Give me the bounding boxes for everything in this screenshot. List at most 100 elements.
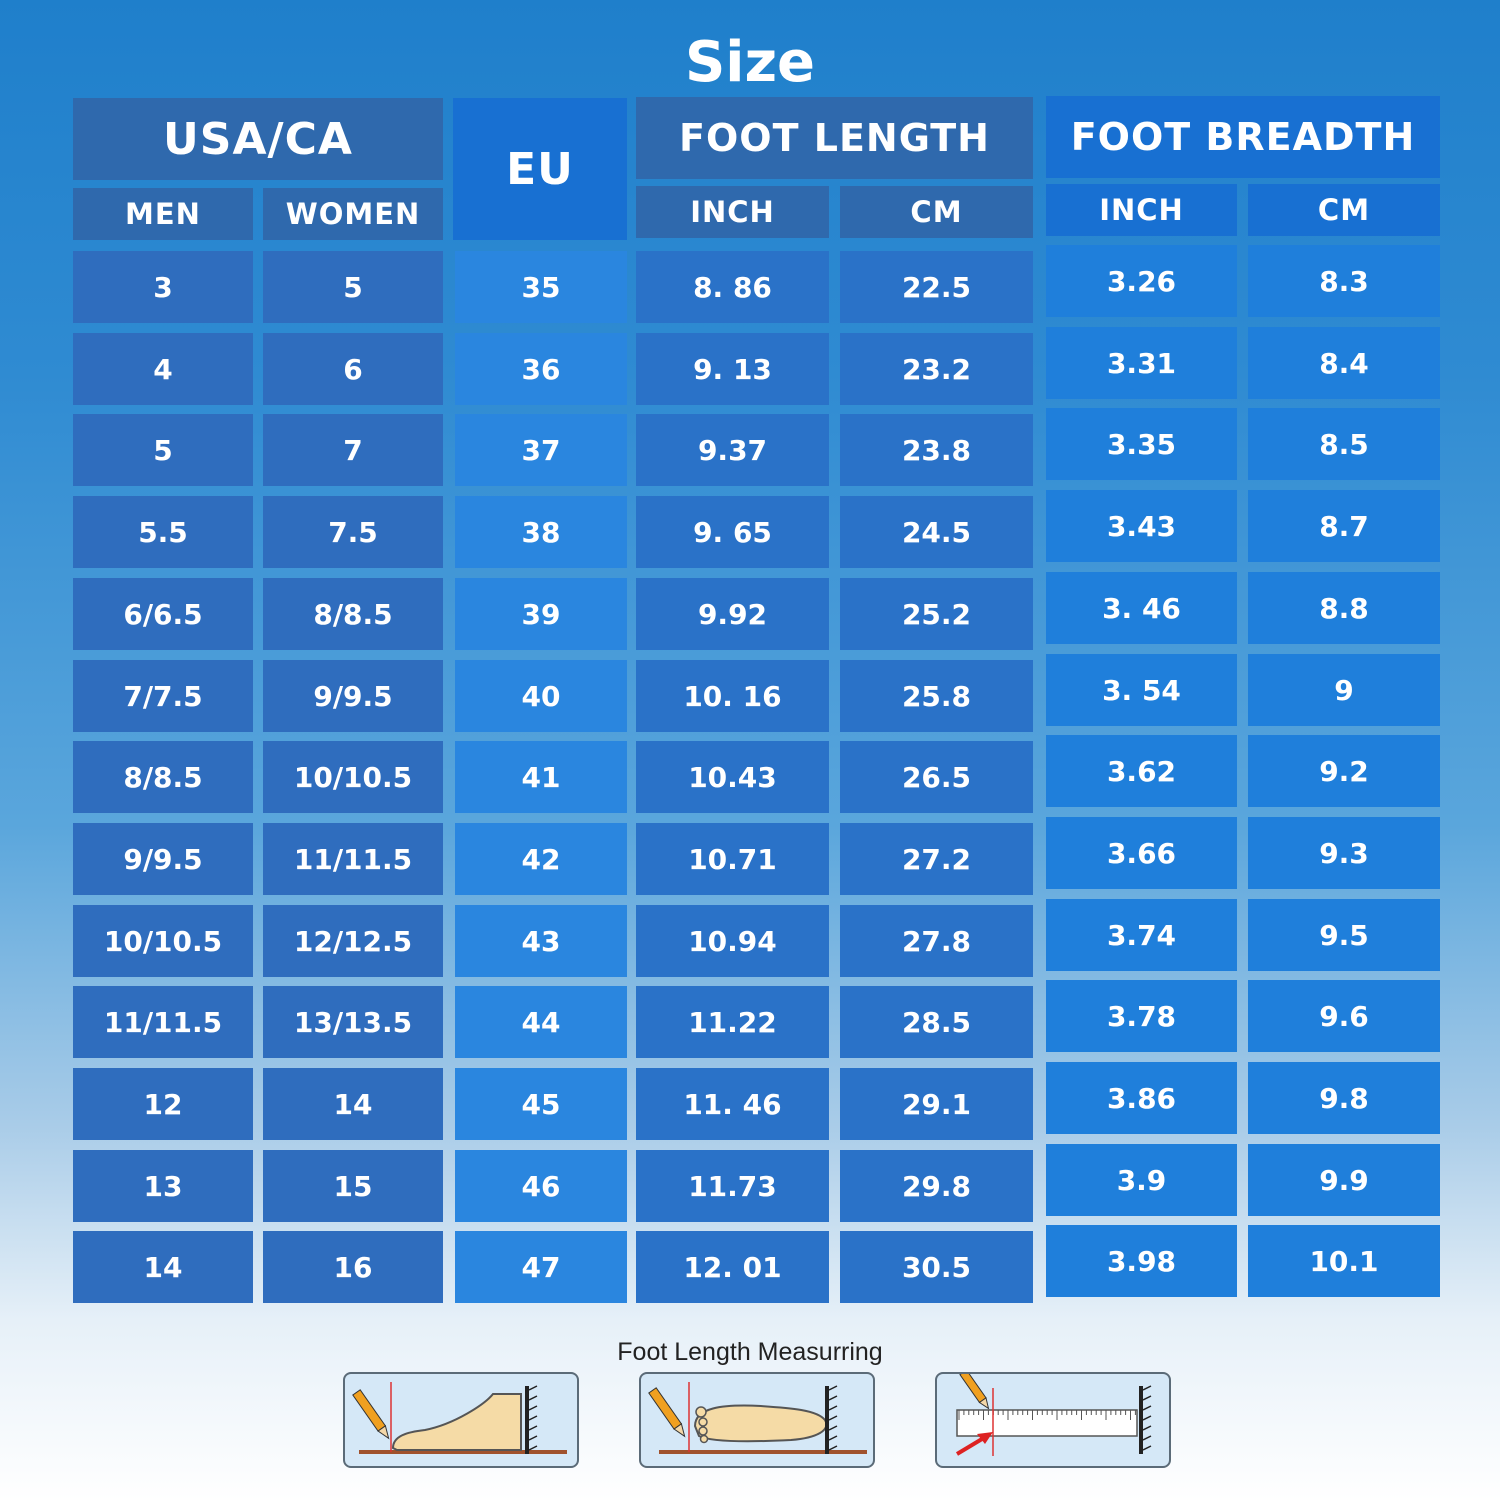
foot-top-view-illustration <box>639 1372 875 1468</box>
header-foot-breadth-inch: INCH <box>1046 184 1237 236</box>
cell-eu: 35 <box>455 251 627 323</box>
cell-men: 7/7.5 <box>73 660 253 732</box>
cell-foot-length-inch: 9. 13 <box>636 333 829 405</box>
page-title: Size <box>684 30 816 95</box>
cell-foot-length-inch: 9. 65 <box>636 496 829 568</box>
cell-foot-breadth-cm: 9.3 <box>1248 817 1440 889</box>
cell-foot-length-cm: 25.2 <box>840 578 1033 650</box>
cell-foot-length-inch: 10.94 <box>636 905 829 977</box>
header-women: WOMEN <box>263 188 443 240</box>
cell-women: 9/9.5 <box>263 660 443 732</box>
cell-women: 5 <box>263 251 443 323</box>
cell-men: 5 <box>73 414 253 486</box>
cell-foot-breadth-inch: 3.26 <box>1046 245 1237 317</box>
cell-eu: 42 <box>455 823 627 895</box>
cell-foot-length-cm: 24.5 <box>840 496 1033 568</box>
cell-eu: 36 <box>455 333 627 405</box>
cell-eu: 44 <box>455 986 627 1058</box>
cell-foot-breadth-cm: 10.1 <box>1248 1225 1440 1297</box>
cell-women: 11/11.5 <box>263 823 443 895</box>
cell-eu: 46 <box>455 1150 627 1222</box>
cell-foot-length-inch: 9.92 <box>636 578 829 650</box>
cell-men: 14 <box>73 1231 253 1303</box>
cell-foot-length-inch: 9.37 <box>636 414 829 486</box>
cell-foot-breadth-inch: 3.98 <box>1046 1225 1237 1297</box>
cell-foot-length-cm: 27.2 <box>840 823 1033 895</box>
cell-eu: 41 <box>455 741 627 813</box>
cell-women: 14 <box>263 1068 443 1140</box>
cell-foot-length-cm: 25.8 <box>840 660 1033 732</box>
cell-men: 8/8.5 <box>73 741 253 813</box>
cell-foot-breadth-inch: 3.74 <box>1046 899 1237 971</box>
cell-men: 9/9.5 <box>73 823 253 895</box>
cell-foot-length-inch: 11.22 <box>636 986 829 1058</box>
cell-eu: 37 <box>455 414 627 486</box>
cell-foot-length-inch: 12. 01 <box>636 1231 829 1303</box>
cell-foot-length-cm: 30.5 <box>840 1231 1033 1303</box>
cell-foot-breadth-cm: 8.4 <box>1248 327 1440 399</box>
cell-foot-breadth-cm: 9.5 <box>1248 899 1440 971</box>
cell-women: 16 <box>263 1231 443 1303</box>
cell-foot-breadth-inch: 3.62 <box>1046 735 1237 807</box>
cell-foot-breadth-inch: 3. 54 <box>1046 654 1237 726</box>
cell-eu: 43 <box>455 905 627 977</box>
cell-eu: 38 <box>455 496 627 568</box>
cell-foot-breadth-cm: 8.7 <box>1248 490 1440 562</box>
cell-foot-breadth-inch: 3.66 <box>1046 817 1237 889</box>
cell-foot-length-inch: 11.73 <box>636 1150 829 1222</box>
cell-foot-breadth-inch: 3. 46 <box>1046 572 1237 644</box>
cell-foot-breadth-inch: 3.9 <box>1046 1144 1237 1216</box>
cell-foot-length-inch: 10.71 <box>636 823 829 895</box>
cell-women: 7 <box>263 414 443 486</box>
cell-foot-breadth-cm: 8.8 <box>1248 572 1440 644</box>
cell-eu: 39 <box>455 578 627 650</box>
cell-foot-length-inch: 10.43 <box>636 741 829 813</box>
measuring-caption: Foot Length Measurring <box>617 1338 883 1366</box>
cell-men: 4 <box>73 333 253 405</box>
cell-men: 5.5 <box>73 496 253 568</box>
cell-men: 13 <box>73 1150 253 1222</box>
cell-men: 12 <box>73 1068 253 1140</box>
cell-foot-length-cm: 29.1 <box>840 1068 1033 1140</box>
cell-men: 6/6.5 <box>73 578 253 650</box>
cell-foot-breadth-cm: 9.6 <box>1248 980 1440 1052</box>
cell-foot-length-cm: 26.5 <box>840 741 1033 813</box>
cell-men: 11/11.5 <box>73 986 253 1058</box>
cell-men: 10/10.5 <box>73 905 253 977</box>
cell-women: 15 <box>263 1150 443 1222</box>
header-eu: EU <box>453 98 627 240</box>
cell-women: 8/8.5 <box>263 578 443 650</box>
header-men: MEN <box>73 188 253 240</box>
cell-foot-length-cm: 22.5 <box>840 251 1033 323</box>
header-foot-breadth-cm: CM <box>1248 184 1440 236</box>
cell-women: 13/13.5 <box>263 986 443 1058</box>
header-foot-length-inch: INCH <box>636 186 829 238</box>
ruler-measure-illustration <box>935 1372 1171 1468</box>
cell-eu: 45 <box>455 1068 627 1140</box>
cell-foot-breadth-cm: 8.5 <box>1248 408 1440 480</box>
header-foot-breadth: FOOT BREADTH <box>1046 96 1440 178</box>
cell-foot-breadth-inch: 3.43 <box>1046 490 1237 562</box>
cell-foot-length-inch: 10. 16 <box>636 660 829 732</box>
cell-foot-breadth-cm: 9.9 <box>1248 1144 1440 1216</box>
cell-women: 7.5 <box>263 496 443 568</box>
cell-foot-breadth-cm: 9.8 <box>1248 1062 1440 1134</box>
cell-foot-length-inch: 11. 46 <box>636 1068 829 1140</box>
cell-foot-length-cm: 28.5 <box>840 986 1033 1058</box>
cell-eu: 47 <box>455 1231 627 1303</box>
cell-foot-length-cm: 23.8 <box>840 414 1033 486</box>
cell-foot-length-cm: 23.2 <box>840 333 1033 405</box>
cell-eu: 40 <box>455 660 627 732</box>
cell-foot-length-cm: 29.8 <box>840 1150 1033 1222</box>
cell-foot-breadth-inch: 3.31 <box>1046 327 1237 399</box>
cell-women: 6 <box>263 333 443 405</box>
cell-foot-breadth-cm: 9 <box>1248 654 1440 726</box>
header-foot-length-cm: CM <box>840 186 1033 238</box>
cell-women: 12/12.5 <box>263 905 443 977</box>
cell-foot-length-inch: 8. 86 <box>636 251 829 323</box>
header-usa-ca: USA/CA <box>73 98 443 180</box>
cell-foot-breadth-inch: 3.86 <box>1046 1062 1237 1134</box>
cell-foot-breadth-inch: 3.78 <box>1046 980 1237 1052</box>
cell-women: 10/10.5 <box>263 741 443 813</box>
cell-foot-length-cm: 27.8 <box>840 905 1033 977</box>
